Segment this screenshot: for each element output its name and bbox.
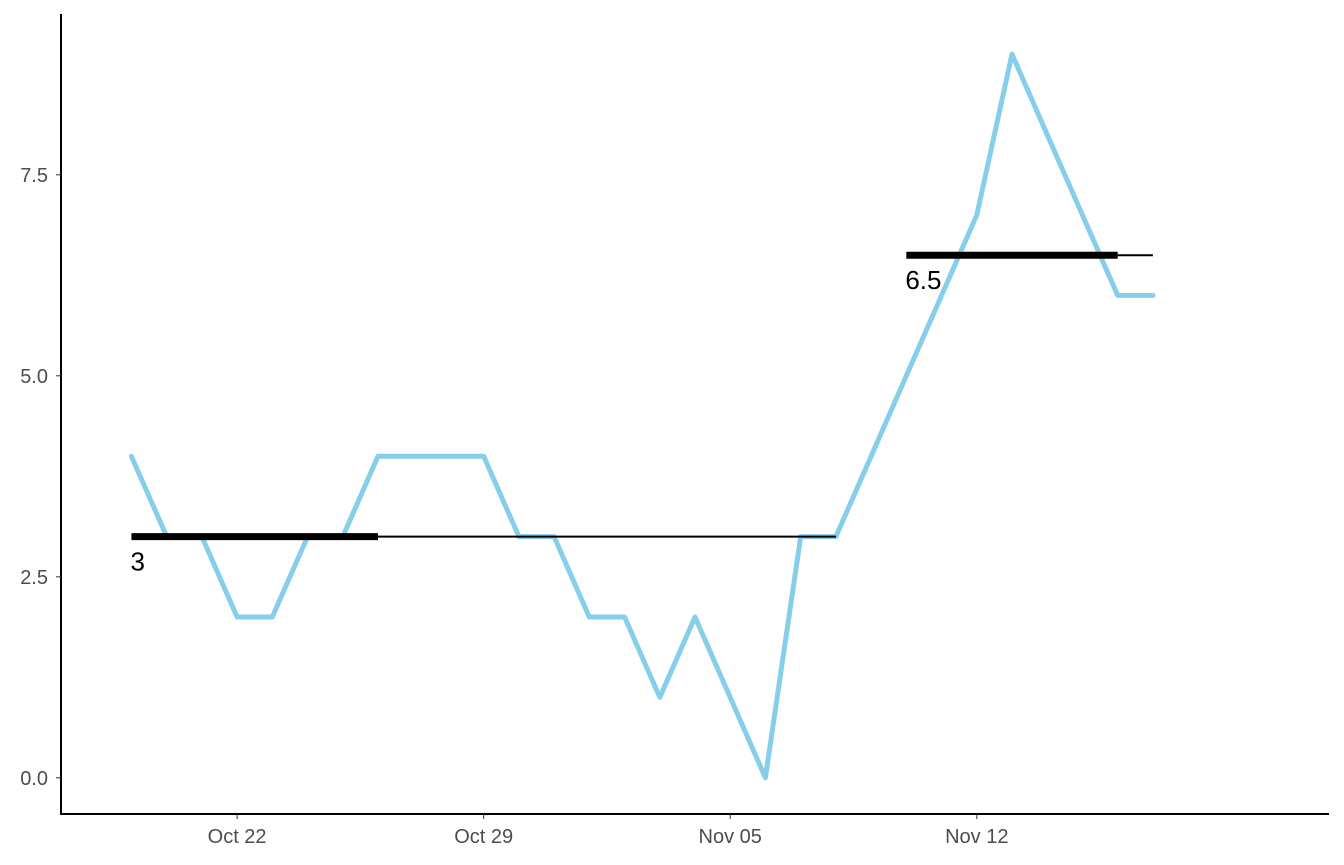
x-tick-label-1: Oct 29 (454, 826, 513, 848)
x-tick-label-2: Nov 05 (699, 826, 762, 848)
x-tick-label-0: Oct 22 (208, 826, 267, 848)
y-tick-label-3: 7.5 (20, 165, 48, 187)
axis-ticks: 0.0 2.5 5.0 7.5 Oct 22 Oct 29 Nov 05 Nov 12 (20, 165, 1008, 848)
chart-marks: 36.5 (128, 51, 1156, 781)
y-tick-label-0: 0.0 (20, 768, 48, 790)
y-tick-label-2: 5.0 (20, 366, 48, 388)
segment-label-0: 3 (130, 547, 144, 577)
segment-label-1: 6.5 (905, 265, 941, 295)
x-tick-label-3: Nov 12 (945, 826, 1008, 848)
y-tick-label-1: 2.5 (20, 567, 48, 589)
series-line-0 (128, 51, 1156, 781)
